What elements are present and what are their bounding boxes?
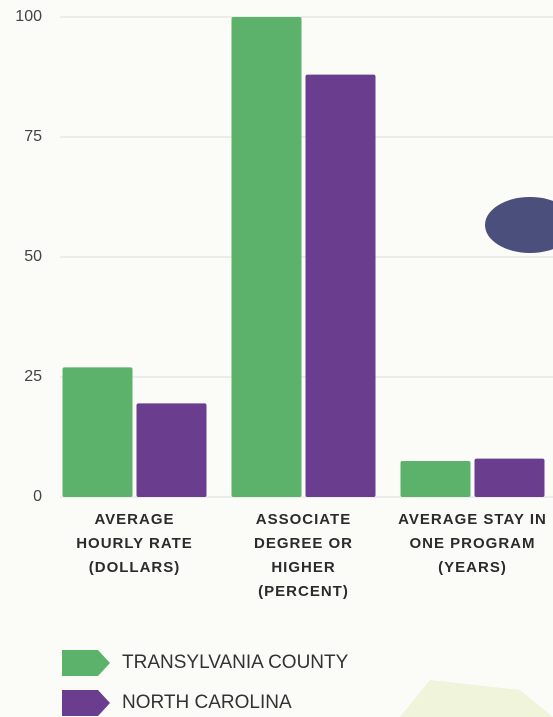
bar (136, 403, 207, 497)
legend-swatch (62, 690, 110, 716)
y-tick-label: 75 (24, 128, 42, 145)
legend-label: TRANSYLVANIA COUNTY (122, 652, 349, 673)
y-tick-label: 50 (24, 248, 42, 265)
x-tick-label: AVERAGE STAY IN ONE PROGRAM (YEARS) (398, 511, 547, 576)
bar (305, 74, 376, 497)
decor-shape (400, 680, 553, 717)
legend-label: NORTH CAROLINA (122, 692, 292, 713)
x-tick-label: ASSOCIATE DEGREE OR HIGHER (PERCENT) (253, 511, 353, 600)
y-tick-label: 0 (33, 488, 42, 505)
bar (474, 458, 545, 497)
y-tick-label: 25 (24, 368, 42, 385)
decor-cloud (485, 197, 553, 253)
legend-swatch (62, 650, 110, 676)
bar (62, 367, 133, 497)
bar (400, 461, 471, 497)
y-tick-label: 100 (15, 8, 42, 25)
x-tick-label: AVERAGE HOURLY RATE (DOLLARS) (76, 511, 193, 576)
bar (231, 17, 302, 497)
